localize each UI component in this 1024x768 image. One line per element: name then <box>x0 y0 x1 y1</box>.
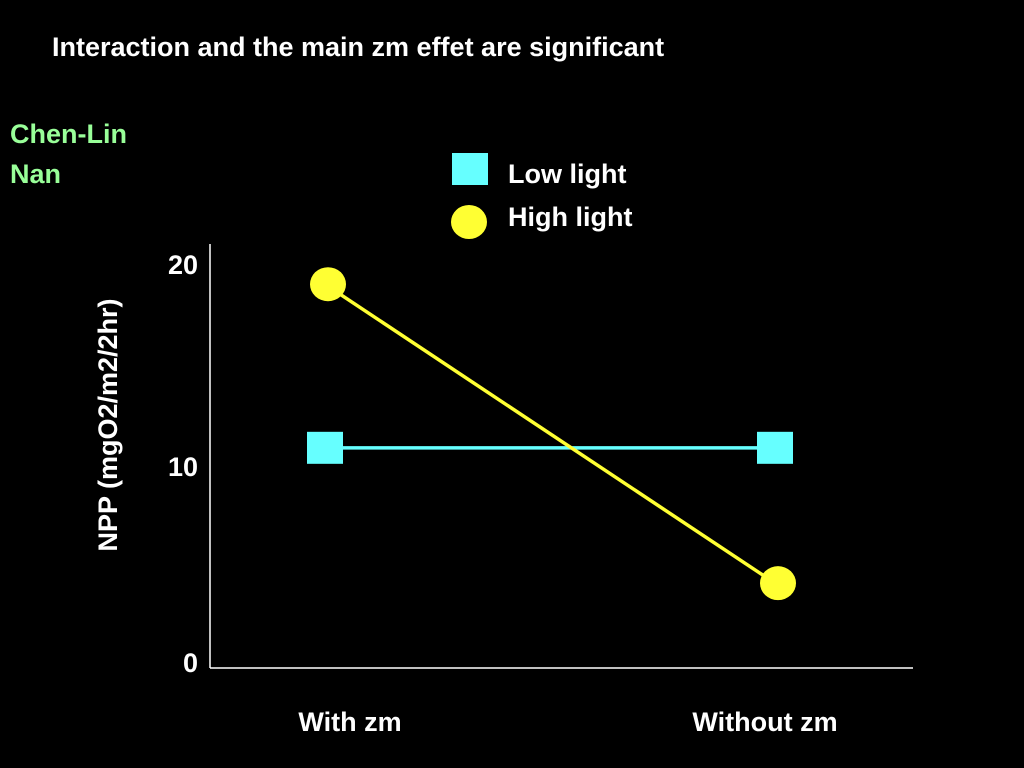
chart-axes <box>209 244 913 669</box>
y-tick-labels: 0 10 20 <box>168 250 198 678</box>
author-name: Chen-Lin Nan <box>10 114 127 194</box>
legend-label: High light <box>508 202 632 232</box>
y-axis-label: NPP (mgO2/m2/2hr) <box>93 298 123 551</box>
low-light-point <box>307 431 343 464</box>
legend-square-marker <box>452 153 488 185</box>
legend-circle-marker <box>451 205 487 239</box>
x-tick-labels: With zm Without zm <box>298 707 837 737</box>
author-line-1: Chen-Lin <box>10 119 127 149</box>
chart-series <box>307 267 796 601</box>
x-tick-label: Without zm <box>692 707 837 737</box>
series-line-2 <box>324 282 776 585</box>
slide-title: Interaction and the main zm effet are si… <box>52 32 665 62</box>
chart-legend: Low light High light <box>451 153 632 239</box>
y-tick-label: 10 <box>168 452 198 482</box>
y-tick-label: 20 <box>168 250 198 280</box>
legend-label: Low light <box>508 159 626 189</box>
author-line-2: Nan <box>10 159 62 189</box>
high-light-point <box>310 267 346 302</box>
high-light-point <box>760 566 796 601</box>
low-light-point <box>757 431 793 464</box>
x-tick-label: With zm <box>298 707 401 737</box>
y-tick-label: 0 <box>183 648 198 678</box>
